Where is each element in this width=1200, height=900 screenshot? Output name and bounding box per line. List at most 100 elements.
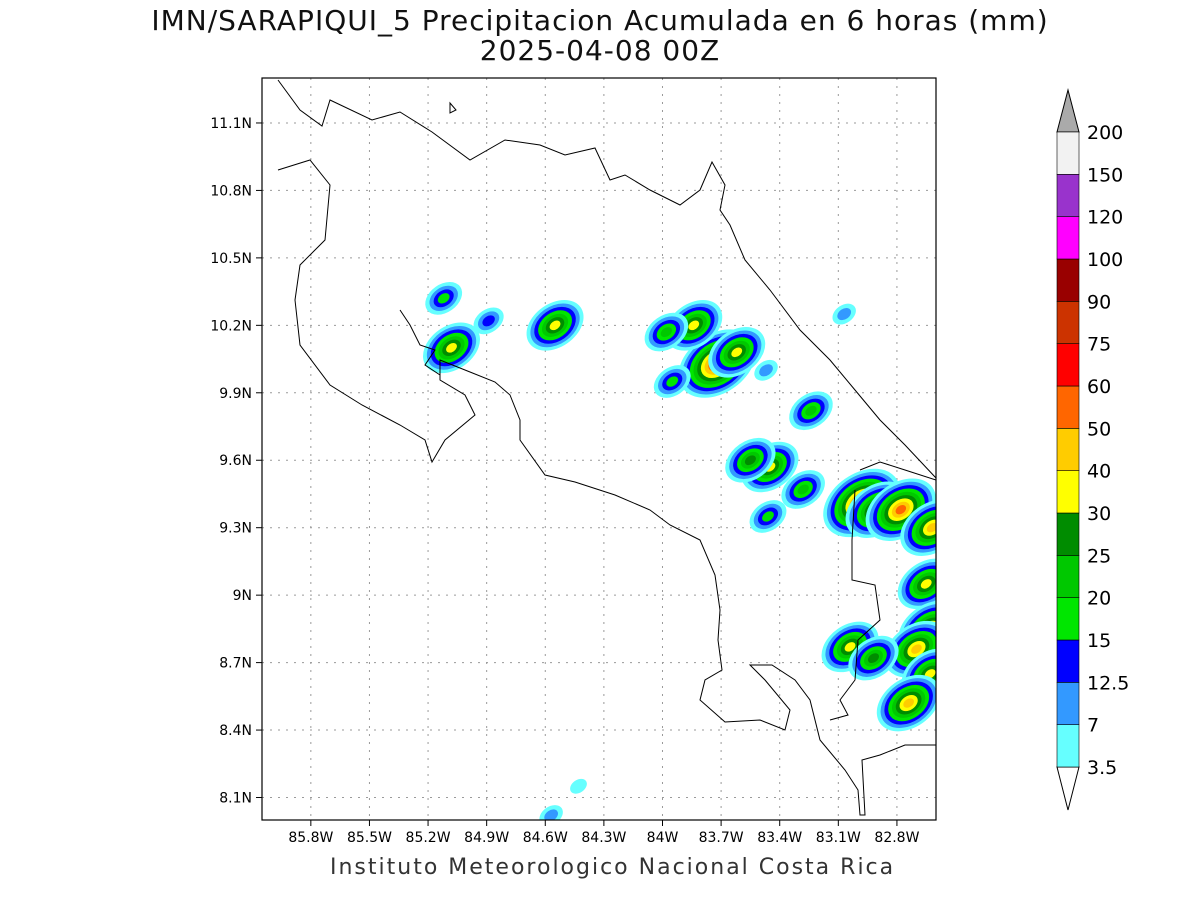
y-tick-label: 10.5N (210, 251, 252, 267)
precip-cell (832, 303, 856, 325)
x-tick-label: 84W (647, 830, 679, 846)
precip-contour (759, 364, 773, 377)
precip-cell (425, 281, 463, 315)
map-title: IMN/SARAPIQUI_5 Precipitacion Acumulada … (151, 4, 1049, 37)
precip-cell (653, 365, 691, 398)
x-tick-label: 83.1W (816, 830, 861, 846)
colorbar-segment (1056, 301, 1080, 344)
x-tick-label: 84.9W (464, 830, 509, 846)
precip-cell (539, 805, 563, 820)
longitude-axis: 85.8W 85.5W 85.2W 84.9W 84.6W 84.3W 84W 83.7W 83… (288, 820, 920, 846)
colorbar-under-arrow (1056, 766, 1080, 811)
nicaragua-border (277, 159, 936, 816)
precip-cell (897, 558, 936, 610)
precip-contour (482, 315, 495, 327)
precip-cell (789, 391, 833, 431)
colorbar-segment (1056, 512, 1080, 556)
precip-cell (900, 499, 936, 556)
colorbar-label: 120 (1087, 207, 1123, 229)
x-tick-label: 84.3W (581, 830, 626, 846)
y-tick-label: 9.3N (219, 521, 252, 537)
colorbar-segment (1056, 258, 1080, 302)
island-1 (449, 101, 457, 114)
y-tick-label: 10.8N (210, 183, 252, 199)
colorbar-segment (1056, 682, 1080, 725)
colorbar-label: 12.5 (1087, 672, 1129, 694)
precip-contour (903, 698, 914, 708)
footer-credit: Instituto Meteorologico Nacional Costa R… (330, 855, 896, 880)
precip-cell (423, 322, 481, 374)
colorbar-label: 30 (1087, 503, 1111, 525)
colorbar-segment (1056, 343, 1080, 387)
precip-cell (708, 327, 766, 378)
y-tick-label: 10.2N (210, 318, 252, 334)
precip-contour (844, 642, 856, 652)
precip-contour (895, 505, 907, 515)
y-tick-label: 8.7N (219, 656, 252, 672)
precipitation-field (423, 281, 936, 820)
colorbar-label: 75 (1087, 334, 1111, 356)
precip-cell (725, 437, 776, 483)
precip-contour (660, 327, 673, 338)
precip-contour (920, 579, 932, 589)
peninsula-line (859, 461, 936, 481)
x-tick-label: 85.5W (347, 830, 392, 846)
x-tick-label: 83.4W (757, 830, 802, 846)
colorbar-label: 90 (1087, 291, 1111, 313)
precip-contour (805, 405, 817, 416)
colorbar-segment (1056, 428, 1080, 471)
precip-contour (666, 376, 679, 387)
colorbar-label: 200 (1087, 122, 1123, 144)
map-frame (261, 77, 937, 821)
y-tick-label: 8.4N (219, 723, 252, 739)
colorbar-label: 40 (1087, 461, 1111, 483)
colorbar-label: 25 (1087, 545, 1111, 567)
x-tick-label: 82.8W (874, 830, 919, 846)
precip-cell (473, 307, 504, 335)
precip-contour (549, 320, 561, 331)
colorbar-segment (1056, 555, 1080, 598)
precip-contour (437, 293, 450, 304)
costa-rica-pacific-coast (277, 79, 936, 479)
colorbar-label: 20 (1087, 588, 1111, 610)
precip-contour (570, 778, 587, 794)
colorbar-segment (1056, 131, 1080, 175)
y-tick-label: 9.9N (219, 386, 252, 402)
colorbar-segment (1056, 639, 1080, 683)
colorbar-segment (1056, 597, 1080, 641)
y-tick-label: 9.6N (219, 453, 252, 469)
nicoya-gulf (399, 309, 441, 376)
colorbar-label: 100 (1087, 249, 1123, 271)
colorbar-segment (1056, 174, 1080, 217)
precip-contour (544, 809, 558, 820)
colorbar-over-arrow (1056, 88, 1080, 133)
precip-cell (848, 635, 899, 681)
y-tick-label: 11.1N (210, 116, 252, 132)
x-tick-label: 84.6W (523, 830, 568, 846)
graticule (262, 78, 936, 820)
precip-cell (876, 674, 936, 732)
colorbar-label: 50 (1087, 418, 1111, 440)
precip-contour (911, 644, 922, 654)
precip-cell (754, 359, 778, 381)
precip-cell (781, 470, 825, 509)
precip-contour (688, 320, 700, 331)
precip-contour (762, 511, 774, 522)
precip-contour (797, 484, 809, 495)
precip-contour (446, 343, 457, 353)
colorbar-label: 60 (1087, 376, 1111, 398)
precip-contour (837, 308, 852, 321)
colorbar-segment (1056, 724, 1080, 768)
precip-contour (731, 347, 743, 358)
panama-border (829, 489, 881, 721)
precip-contour (926, 522, 936, 533)
colorbar-label: 150 (1087, 164, 1123, 186)
precip-cell (570, 778, 587, 794)
map-datetime: 2025-04-08 00Z (479, 34, 721, 67)
precip-cell (644, 312, 689, 352)
x-tick-label: 83.7W (699, 830, 744, 846)
colorbar: 3.5 7 12.5 15 20 25 30 40 50 60 75 90 100 120 150 200 (1056, 88, 1129, 811)
colorbar-label: 7 (1087, 715, 1099, 737)
y-tick-label: 9N (233, 588, 252, 604)
